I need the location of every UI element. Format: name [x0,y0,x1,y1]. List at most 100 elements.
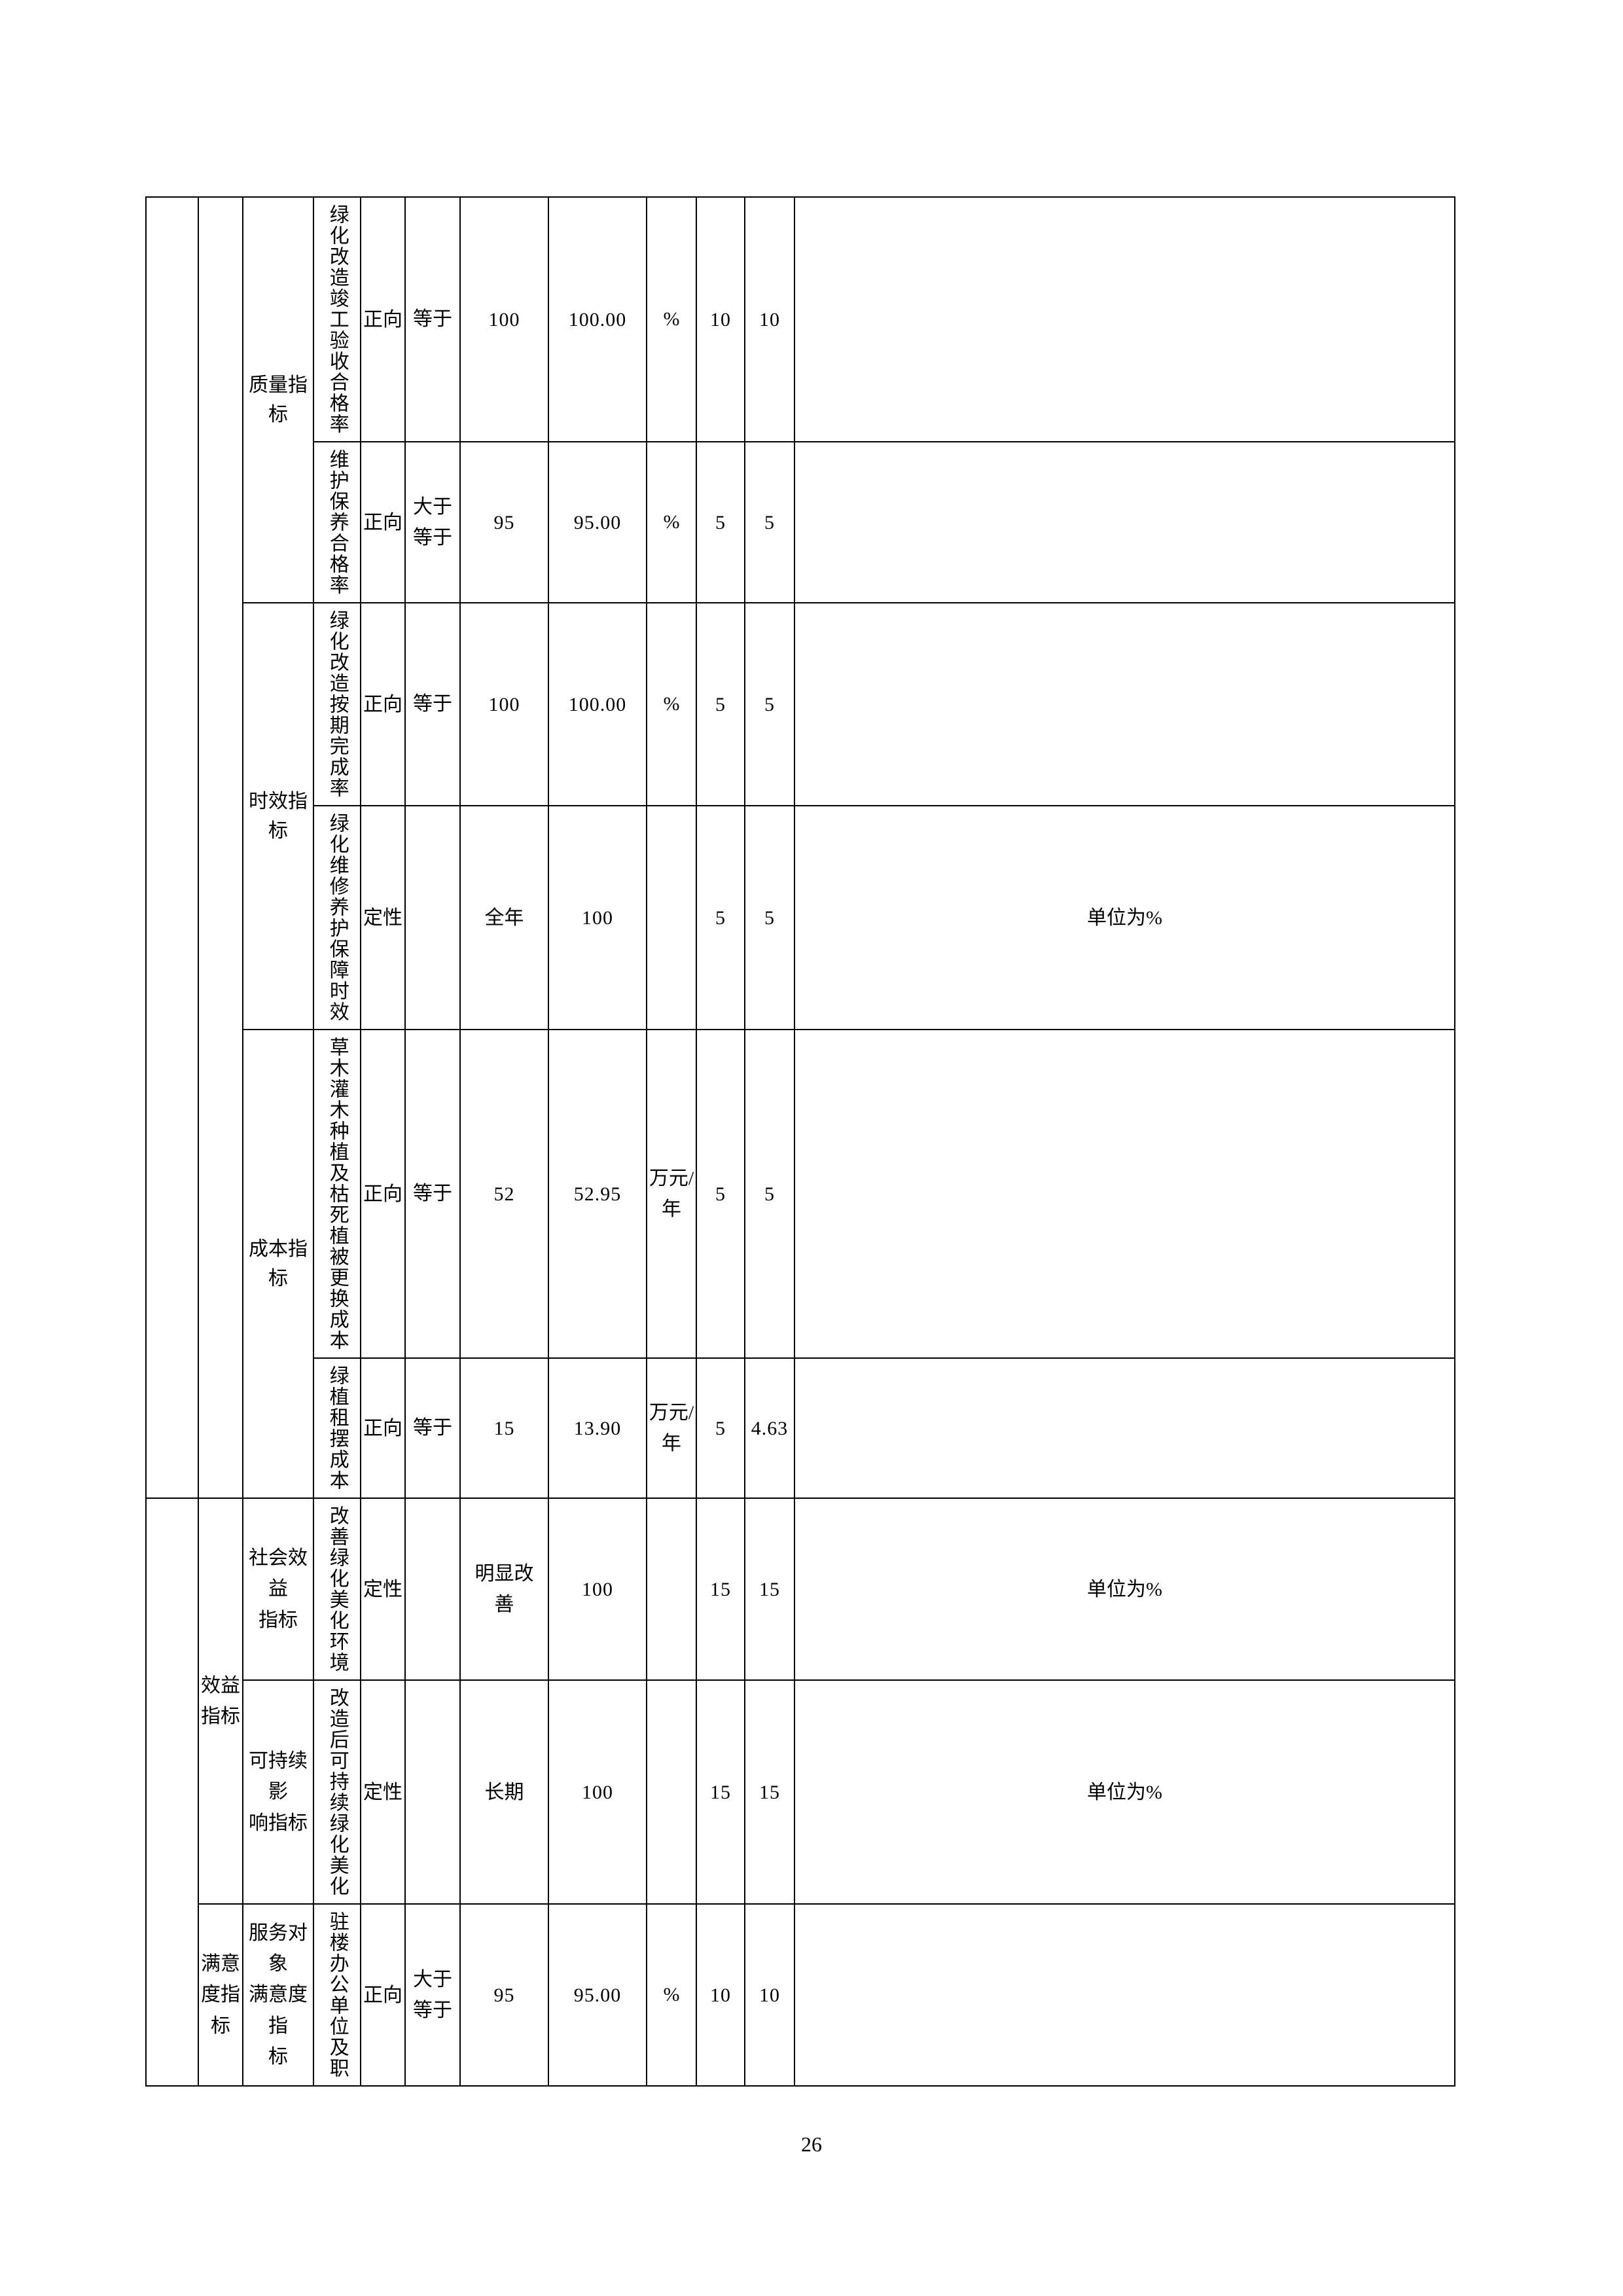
level2-label: 质量指标 [249,374,308,425]
level2-quality-indicator: 质量指标 [242,196,314,603]
comparator-value: 大于 等于 [413,1968,452,2021]
note-cell [794,1029,1455,1359]
level1-label: 效益 指标 [201,1674,240,1727]
level1-cell-empty [198,196,243,1499]
score-value: 15 [759,1781,780,1803]
note-cell: 单位为% [794,1498,1455,1681]
direction-cell: 正向 [360,602,406,806]
score-cell: 10 [744,196,795,442]
table-row: 可持续影 响指标 改造后可持续绿化美化 定性 长期 100 15 15 单位为% [146,1679,1455,1905]
target-value: 100 [488,693,520,715]
unit-cell: % [646,1903,697,2087]
score-cell: 5 [744,805,795,1030]
level2-sustainable-impact-indicator: 可持续影 响指标 [242,1679,314,1905]
comparator-cell: 等于 [404,602,461,806]
actual-cell: 13.90 [548,1357,647,1499]
actual-value: 100 [582,906,613,929]
actual-value: 13.90 [573,1417,622,1439]
unit-value: % [663,511,680,533]
weight-cell: 10 [696,196,745,442]
indicator-name-cell: 改善绿化美化环境 [313,1498,361,1681]
actual-cell: 100 [548,1679,647,1905]
indicator-name: 绿化改造按期完成率 [326,610,348,798]
level2-label: 成本指标 [249,1238,308,1289]
actual-cell: 100 [548,1498,647,1681]
note-cell: 单位为% [794,1679,1455,1905]
score-value: 15 [759,1578,780,1600]
unit-cell [646,805,697,1030]
unit-value: % [663,308,680,331]
score-value: 5 [764,511,775,533]
comparator-value: 大于 等于 [413,495,452,548]
indicator-name: 驻楼办公单位及职 [326,1911,348,2079]
target-value: 95 [493,511,515,533]
comparator-value: 等于 [413,1417,452,1439]
weight-cell: 5 [696,602,745,806]
direction-value: 正向 [363,693,402,715]
comparator-value: 等于 [413,308,452,331]
actual-cell: 100.00 [548,196,647,442]
weight-cell: 10 [696,1903,745,2087]
level1-label: 满意 度指标 [201,1952,240,2037]
direction-value: 正向 [363,1417,402,1439]
actual-value: 100 [582,1781,613,1803]
table-row: 质量指标 绿化改造竣工验收合格率 正向 等于 100 100.00 % 10 1… [145,196,1455,1499]
comparator-value: 等于 [413,1183,452,1205]
table-row: 维护保养合格率 正向 大于 等于 95 95.00 % 5 5 [146,441,1455,603]
weight-cell: 5 [696,805,745,1030]
direction-cell: 正向 [360,1903,406,2087]
actual-cell: 100.00 [548,602,647,806]
weight-value: 5 [715,511,726,533]
comparator-cell [404,1498,461,1681]
direction-cell: 正向 [360,1357,406,1499]
table-row: 时效指标 绿化改造按期完成率 正向 等于 100 100.00 % 5 5 [146,602,1455,1030]
target-value: 15 [493,1417,515,1439]
target-cell: 95 [459,1903,549,2087]
target-cell: 100 [459,196,549,442]
unit-cell [646,1679,697,1905]
note-value: 单位为% [1087,1578,1162,1600]
actual-value: 95.00 [573,511,622,533]
weight-value: 10 [710,308,731,331]
unit-value: % [663,693,680,715]
score-cell: 5 [744,602,795,806]
direction-value: 正向 [363,1183,402,1205]
note-value: 单位为% [1087,1781,1162,1803]
score-value: 5 [764,1183,775,1205]
weight-cell: 5 [696,1029,745,1359]
score-cell: 10 [744,1903,795,2087]
actual-value: 100 [582,1578,613,1600]
target-value: 100 [488,308,520,331]
indicator-name-cell: 改造后可持续绿化美化 [313,1679,361,1905]
comparator-cell: 大于 等于 [404,441,461,603]
weight-value: 5 [715,1183,726,1205]
table-row: 成本指标 草木灌木种植及枯死植被更换成本 正向 等于 52 52.95 万元/年… [146,1029,1455,1499]
level2-cost-indicator: 成本指标 [242,1029,314,1499]
level2-social-benefit-indicator: 社会效益 指标 [242,1498,314,1681]
score-value: 10 [759,308,780,331]
direction-value: 定性 [363,1578,402,1600]
weight-value: 10 [710,1984,731,2006]
target-value: 长期 [484,1781,524,1803]
target-cell: 52 [459,1029,549,1359]
indicator-name-cell: 绿化改造竣工验收合格率 [313,196,361,442]
note-value: 单位为% [1087,906,1162,929]
indicator-name-cell: 绿植租摆成本 [313,1357,361,1499]
actual-value: 100.00 [568,693,627,715]
direction-cell: 正向 [360,441,406,603]
actual-cell: 100 [548,805,647,1030]
page-number: 26 [801,2132,822,2156]
indicator-name: 绿化维修养护保障时效 [326,813,348,1022]
indicator-name: 改造后可持续绿化美化 [326,1687,348,1897]
performance-indicator-table: 质量指标 绿化改造竣工验收合格率 正向 等于 100 100.00 % 10 1… [145,196,1455,2087]
comparator-value: 等于 [413,693,452,715]
direction-cell: 正向 [360,196,406,442]
comparator-cell: 等于 [404,1357,461,1499]
target-cell: 长期 [459,1679,549,1905]
score-cell: 15 [744,1498,795,1681]
level2-label: 可持续影 响指标 [249,1749,308,1834]
weight-value: 5 [715,1417,726,1439]
actual-cell: 95.00 [548,1903,647,2087]
indicator-name-cell: 绿化改造按期完成率 [313,602,361,806]
direction-value: 正向 [363,511,402,533]
